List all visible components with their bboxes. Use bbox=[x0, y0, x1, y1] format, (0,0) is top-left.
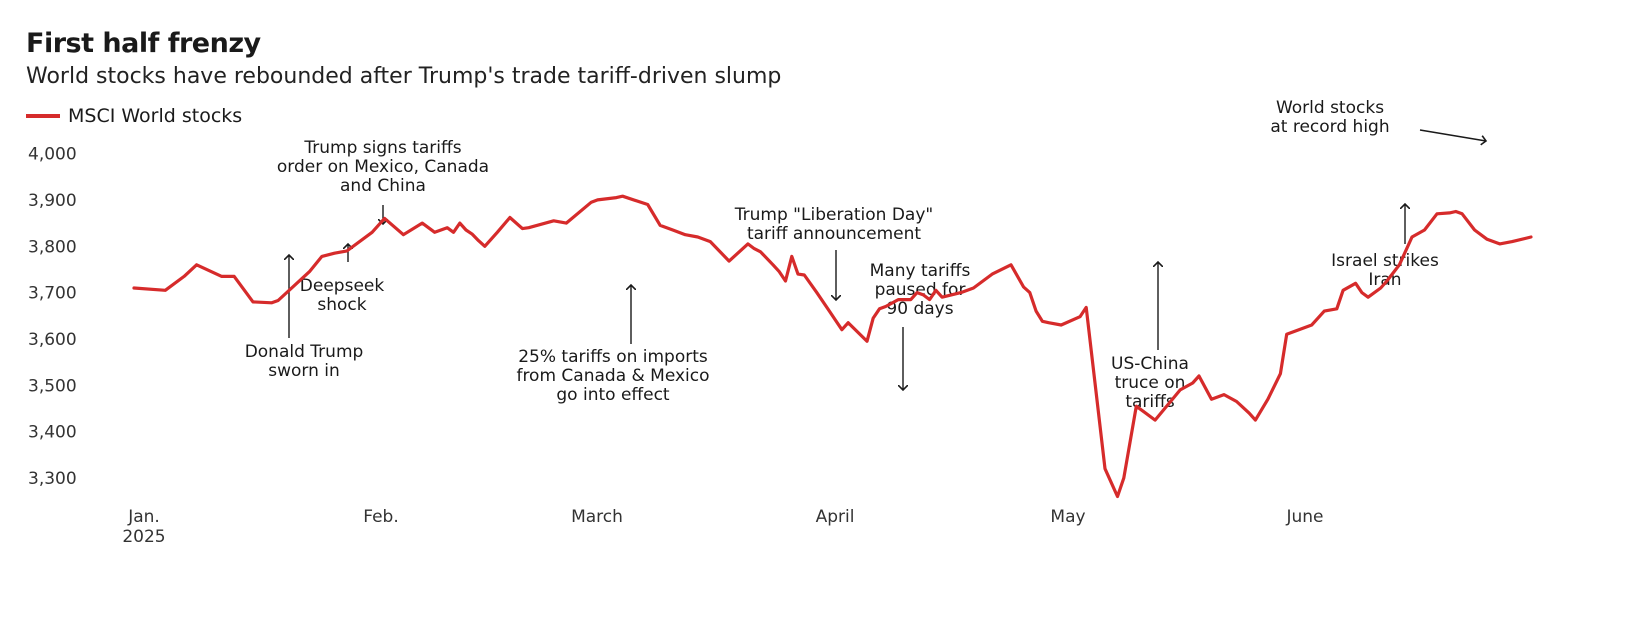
y-tick-label: 4,000 bbox=[28, 145, 77, 165]
annotation-text: Many tariffs paused for 90 days bbox=[870, 261, 971, 319]
chart-title: First half frenzy bbox=[26, 28, 261, 59]
y-tick-label: 3,300 bbox=[28, 469, 77, 489]
annotation-text: World stocks at record high bbox=[1270, 98, 1389, 137]
annotation-text: Deepseek shock bbox=[300, 276, 385, 315]
x-tick-label: May bbox=[1050, 507, 1085, 527]
x-tick-year: 2025 bbox=[122, 527, 165, 547]
y-tick-label: 3,400 bbox=[28, 423, 77, 443]
y-tick-label: 3,500 bbox=[28, 376, 77, 396]
annotation-text: 25% tariffs on imports from Canada & Mexi… bbox=[516, 347, 709, 405]
series-line-msci-world bbox=[132, 194, 1533, 499]
x-tick-label: Jan. bbox=[127, 507, 160, 527]
y-tick-label: 3,600 bbox=[28, 330, 77, 350]
x-tick-label: June bbox=[1285, 507, 1323, 527]
legend-swatch bbox=[26, 114, 60, 118]
annotation-arrow bbox=[1419, 129, 1486, 141]
y-tick-label: 3,700 bbox=[28, 284, 77, 304]
y-tick-label: 3,900 bbox=[28, 191, 77, 211]
chart-subtitle: World stocks have rebounded after Trump'… bbox=[26, 64, 782, 89]
legend-label: MSCI World stocks bbox=[68, 105, 243, 127]
x-tick-label: April bbox=[816, 507, 855, 527]
annotation-text: Trump signs tariffs order on Mexico, Cana… bbox=[277, 138, 489, 196]
annotation-text: Trump "Liberation Day" tariff announcemen… bbox=[734, 205, 933, 244]
annotation-text: Donald Trump sworn in bbox=[245, 342, 364, 381]
y-tick-label: 3,800 bbox=[28, 237, 77, 257]
annotation-text: US-China truce on tariffs bbox=[1111, 354, 1189, 412]
x-tick-label: Feb. bbox=[363, 507, 399, 527]
annotation-text: Israel strikes Iran bbox=[1331, 251, 1439, 290]
x-tick-label: March bbox=[571, 507, 623, 527]
legend: MSCI World stocks bbox=[26, 105, 242, 127]
